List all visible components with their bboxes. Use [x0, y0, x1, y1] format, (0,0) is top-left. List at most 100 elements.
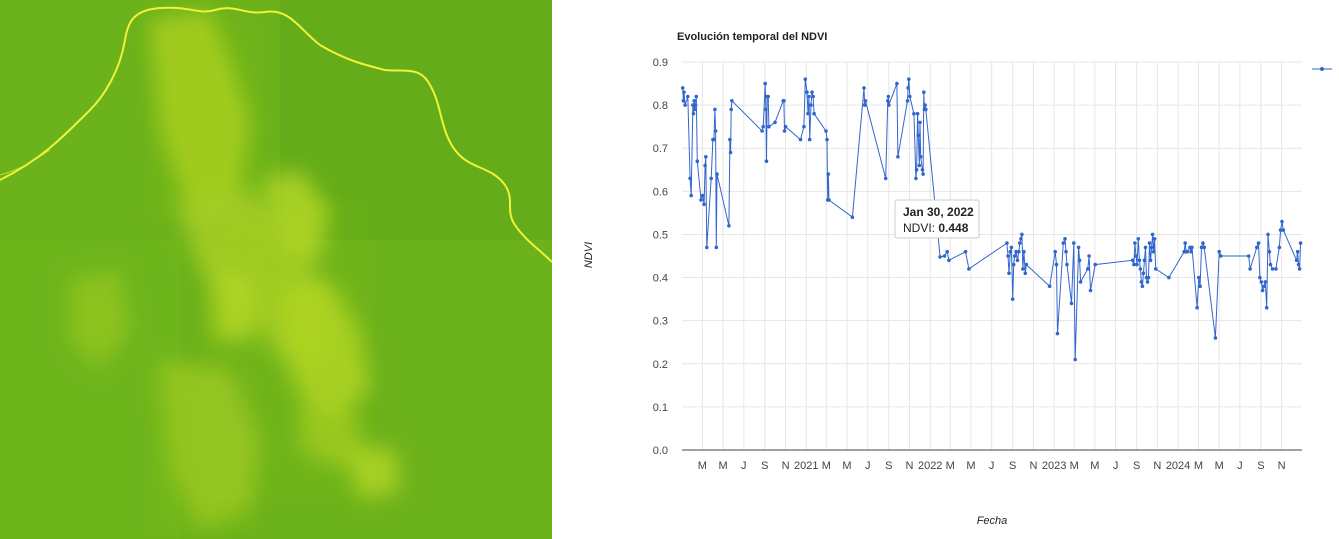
data-point[interactable] — [905, 99, 910, 103]
data-point[interactable] — [700, 193, 705, 198]
data-point[interactable] — [917, 163, 922, 168]
data-point[interactable] — [694, 94, 699, 99]
data-point[interactable] — [938, 255, 942, 259]
data-point[interactable] — [1061, 241, 1066, 245]
data-point[interactable] — [782, 99, 786, 103]
data-point[interactable] — [1022, 249, 1026, 254]
data-point[interactable] — [1017, 249, 1021, 254]
data-point[interactable] — [1135, 262, 1139, 267]
data-point[interactable] — [914, 176, 918, 181]
data-point[interactable] — [683, 103, 687, 107]
data-point[interactable] — [908, 94, 912, 99]
data-point[interactable] — [1076, 245, 1081, 250]
data-point[interactable] — [907, 77, 911, 81]
data-point[interactable] — [802, 124, 806, 129]
data-point[interactable] — [767, 124, 771, 129]
data-point[interactable] — [1183, 241, 1187, 245]
data-point[interactable] — [680, 86, 685, 90]
data-point[interactable] — [1256, 241, 1261, 245]
data-point[interactable] — [883, 176, 888, 181]
data-point[interactable] — [686, 94, 690, 99]
data-point[interactable] — [906, 86, 910, 90]
data-point[interactable] — [1055, 331, 1060, 336]
data-point[interactable] — [1262, 284, 1266, 289]
data-point[interactable] — [682, 90, 686, 94]
data-point[interactable] — [1065, 262, 1069, 267]
data-point[interactable] — [912, 111, 916, 116]
data-point[interactable] — [1146, 275, 1151, 280]
data-point[interactable] — [862, 103, 867, 107]
data-point[interactable] — [886, 94, 891, 99]
ndvi-series[interactable] — [680, 77, 1303, 362]
data-point[interactable] — [1268, 262, 1273, 267]
data-point[interactable] — [761, 124, 765, 129]
data-point[interactable] — [1277, 245, 1282, 250]
data-point[interactable] — [887, 103, 891, 107]
data-point[interactable] — [764, 159, 769, 163]
data-point[interactable] — [1063, 237, 1067, 241]
data-point[interactable] — [1297, 267, 1302, 271]
data-point[interactable] — [863, 99, 868, 103]
data-point[interactable] — [942, 254, 947, 258]
data-point[interactable] — [712, 137, 716, 142]
data-point[interactable] — [916, 133, 921, 138]
data-point[interactable] — [1219, 254, 1223, 258]
data-point[interactable] — [1088, 288, 1093, 293]
data-point[interactable] — [1023, 271, 1028, 276]
data-point[interactable] — [827, 198, 831, 202]
data-point[interactable] — [1189, 249, 1193, 254]
data-point[interactable] — [1202, 245, 1206, 250]
data-point[interactable] — [1152, 237, 1157, 241]
data-point[interactable] — [1259, 280, 1264, 284]
data-point[interactable] — [1148, 258, 1153, 263]
data-point[interactable] — [695, 159, 700, 163]
data-point[interactable] — [1278, 228, 1283, 232]
data-point[interactable] — [921, 172, 925, 176]
data-point[interactable] — [764, 107, 768, 112]
data-point[interactable] — [812, 111, 816, 116]
data-point[interactable] — [807, 137, 812, 142]
data-point[interactable] — [1140, 284, 1145, 289]
data-point[interactable] — [1149, 245, 1154, 250]
data-point[interactable] — [729, 107, 733, 112]
data-point[interactable] — [805, 90, 809, 94]
data-point[interactable] — [714, 245, 719, 250]
data-point[interactable] — [896, 155, 900, 159]
data-point[interactable] — [1294, 258, 1299, 263]
data-point[interactable] — [1012, 254, 1017, 258]
data-point[interactable] — [1024, 262, 1029, 267]
legend-marker[interactable] — [1312, 67, 1332, 71]
data-point[interactable] — [1133, 241, 1137, 245]
data-point[interactable] — [810, 90, 814, 94]
data-point[interactable] — [947, 258, 951, 263]
data-point[interactable] — [1280, 219, 1284, 224]
data-point[interactable] — [922, 90, 926, 94]
data-point[interactable] — [811, 94, 815, 99]
data-point[interactable] — [1153, 267, 1158, 271]
data-point[interactable] — [681, 99, 686, 103]
data-point[interactable] — [1213, 336, 1218, 340]
data-point[interactable] — [824, 129, 828, 133]
data-point[interactable] — [782, 129, 787, 133]
data-point[interactable] — [715, 172, 719, 176]
data-point[interactable] — [1019, 237, 1023, 241]
data-point[interactable] — [1069, 301, 1074, 306]
data-point[interactable] — [850, 215, 855, 219]
data-point[interactable] — [920, 168, 925, 172]
data-point[interactable] — [1072, 241, 1076, 245]
data-point[interactable] — [967, 267, 971, 271]
data-point[interactable] — [691, 111, 696, 116]
data-point[interactable] — [1136, 237, 1141, 241]
data-point[interactable] — [783, 124, 788, 129]
data-point[interactable] — [1011, 262, 1016, 267]
data-point[interactable] — [1015, 258, 1020, 263]
data-point[interactable] — [1167, 275, 1171, 280]
data-point[interactable] — [924, 107, 928, 112]
data-point[interactable] — [1010, 297, 1015, 301]
data-point[interactable] — [1190, 245, 1194, 250]
data-point[interactable] — [1014, 249, 1018, 254]
data-point[interactable] — [705, 245, 709, 250]
data-point[interactable] — [1006, 254, 1010, 258]
data-point[interactable] — [709, 176, 713, 181]
data-point[interactable] — [1246, 254, 1251, 258]
